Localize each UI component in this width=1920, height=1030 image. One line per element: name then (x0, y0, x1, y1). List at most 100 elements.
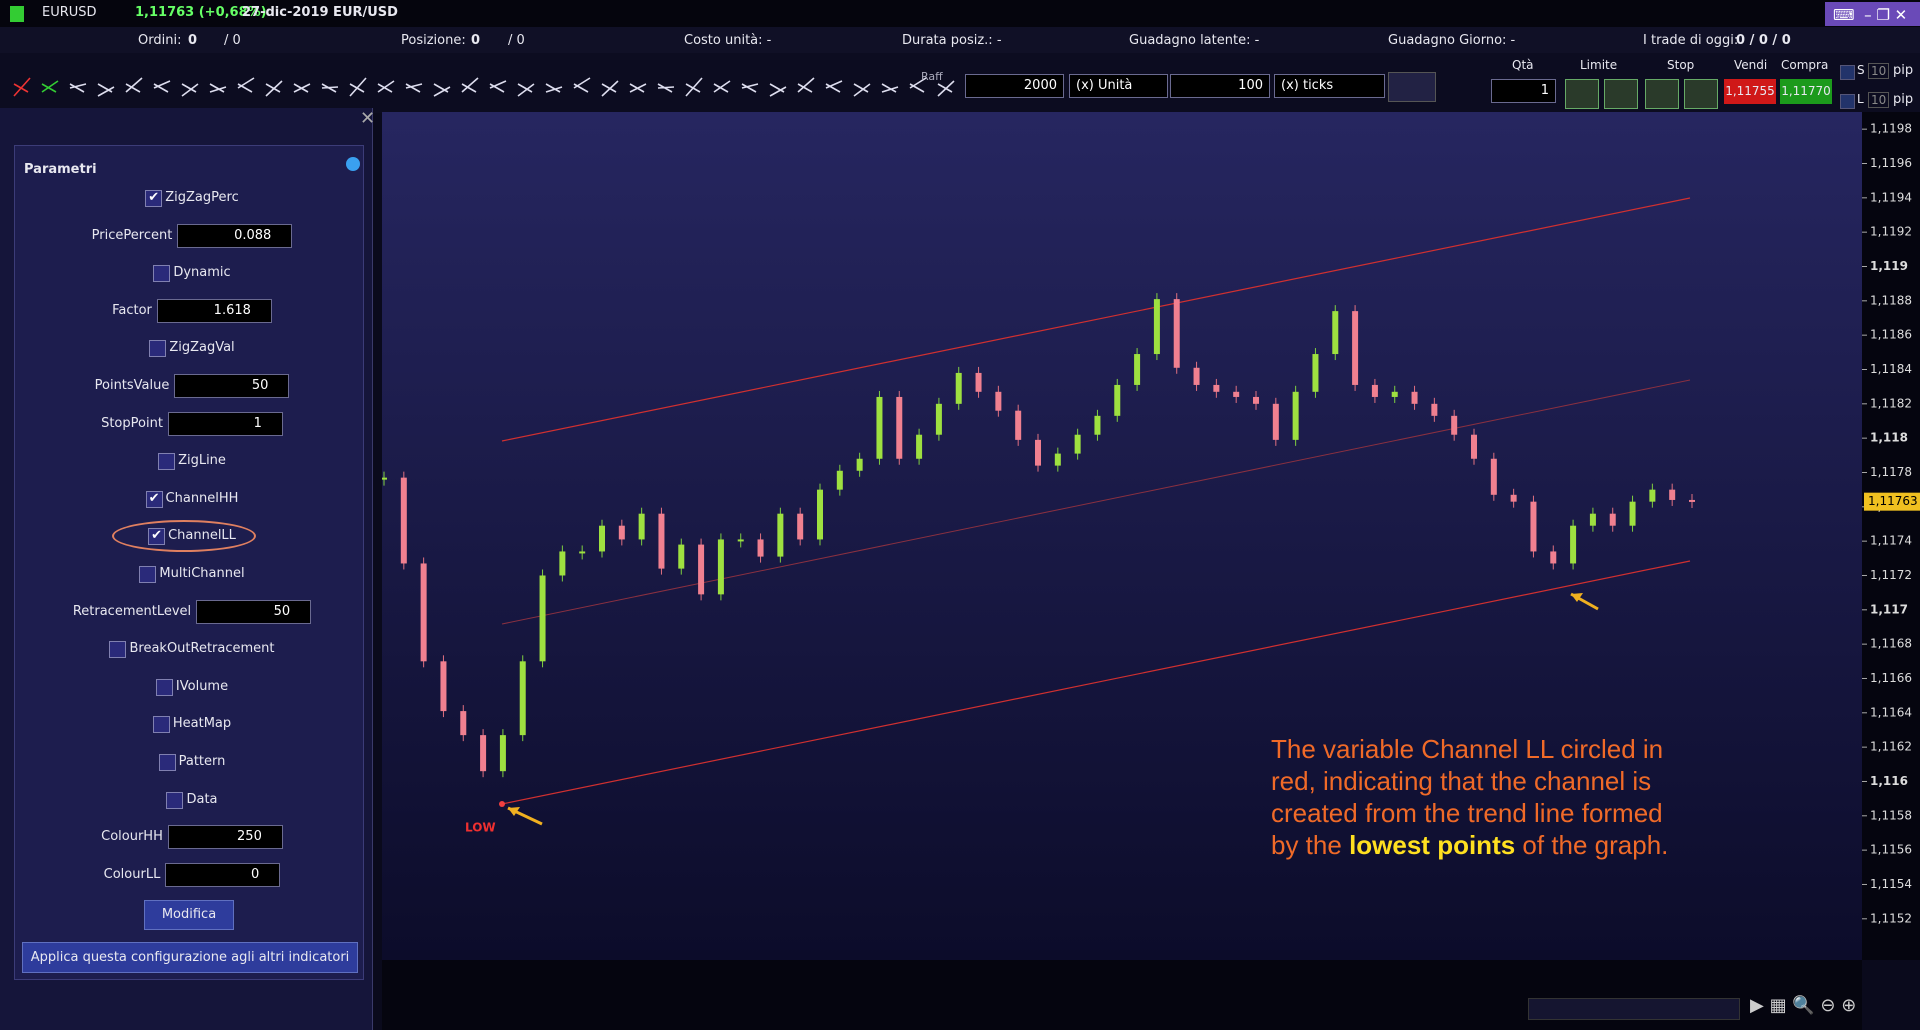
tool-icon[interactable] (489, 80, 507, 93)
tool-icon[interactable] (657, 83, 675, 93)
plot-area (382, 112, 1862, 960)
tool-icon[interactable] (433, 83, 451, 97)
candle (1153, 299, 1160, 355)
param-input[interactable]: 250 (167, 825, 283, 850)
tool-icon[interactable] (13, 77, 31, 97)
tool-icon[interactable] (601, 80, 619, 97)
tool-icon[interactable] (685, 77, 703, 97)
side-checkbox[interactable] (1840, 94, 1855, 109)
tool-icon[interactable] (797, 77, 815, 93)
tool-icon[interactable] (405, 83, 423, 93)
tool-icon[interactable] (265, 80, 283, 97)
quantity-input[interactable]: 2000 (965, 74, 1064, 98)
close-panel[interactable]: ✕ (360, 108, 376, 129)
param-label: ZigZagVal (169, 340, 235, 356)
tool-icon[interactable] (909, 77, 927, 93)
tool-icon[interactable] (209, 83, 227, 93)
unit-select[interactable]: (x) Unità (1069, 74, 1168, 98)
help-icon[interactable] (346, 157, 360, 171)
tool-icon[interactable] (853, 83, 871, 97)
tool-icon[interactable] (377, 80, 395, 93)
param-label: ChannelHH (165, 490, 239, 506)
tool-icon[interactable] (573, 77, 591, 93)
pip-value[interactable]: 10 (1868, 92, 1890, 108)
checkbox[interactable] (109, 641, 127, 659)
window-controls[interactable] (1825, 2, 1920, 26)
checkbox[interactable] (139, 566, 157, 583)
tool-icons[interactable] (8, 70, 958, 104)
checkbox[interactable] (158, 754, 176, 771)
tool-icon[interactable] (293, 83, 311, 93)
position-total: / 0 (508, 33, 525, 48)
chart-type-button[interactable] (1388, 72, 1436, 102)
param-label: ColourLL (103, 866, 161, 882)
highlight-circle (112, 520, 256, 552)
tool-icon[interactable] (237, 77, 255, 93)
tool-icon[interactable] (881, 83, 899, 93)
order-button[interactable] (1604, 79, 1638, 109)
tool-icon[interactable] (769, 83, 787, 97)
scrollbar[interactable] (1528, 998, 1740, 1020)
tool-icon[interactable] (69, 83, 87, 93)
price-label: 1,116 (1870, 774, 1908, 788)
modify-button[interactable]: Modifica (144, 900, 234, 930)
tool-icon[interactable] (181, 83, 199, 97)
tool-icon[interactable] (349, 77, 367, 97)
param-input[interactable]: 0 (165, 862, 281, 887)
apply-button[interactable]: Applica questa configurazione agli altri… (22, 942, 358, 973)
annotation-line: by the lowest points of the graph. (1271, 830, 1668, 860)
param-input[interactable]: 1.618 (156, 298, 272, 323)
checkbox[interactable]: ✔ (145, 490, 163, 508)
tool-icon[interactable] (545, 83, 563, 93)
param-label: ColourHH (101, 829, 163, 845)
unit-select[interactable]: (x) ticks (1274, 74, 1385, 98)
candle (1431, 403, 1438, 416)
annotation-highlight: lowest points (1349, 830, 1515, 860)
checkbox[interactable] (152, 716, 170, 734)
order-button[interactable] (1684, 79, 1718, 109)
pip-value[interactable]: 10 (1868, 63, 1890, 79)
checkbox[interactable] (153, 265, 171, 283)
candle (1669, 489, 1676, 500)
current-price-label: 1,11763 (1868, 494, 1918, 508)
position-label: Posizione: (401, 33, 466, 48)
tool-icon[interactable] (321, 83, 339, 93)
tool-icon[interactable] (97, 83, 115, 97)
window-buttons[interactable]: ⌨ – ❐ ✕ (1833, 6, 1908, 24)
param-label: MultiChannel (159, 566, 245, 581)
checkbox[interactable] (155, 678, 173, 696)
order-button[interactable] (1645, 79, 1679, 109)
buy-button[interactable]: 1,11770 (1780, 79, 1832, 104)
quantity-input[interactable]: 100 (1170, 74, 1270, 98)
sell-button[interactable]: 1,11755 (1724, 79, 1776, 104)
day-gain: Guadagno Giorno: - (1388, 33, 1516, 48)
zoom-controls[interactable]: ▶ ▦ 🔍 ⊖ ⊕ (1750, 995, 1857, 1016)
tool-icon[interactable] (125, 77, 143, 93)
candle (599, 525, 605, 552)
tool-icon[interactable] (517, 83, 535, 97)
tool-icon[interactable] (713, 80, 731, 93)
param-input[interactable]: 50 (174, 374, 290, 398)
checkbox[interactable] (158, 453, 176, 471)
tool-icon[interactable] (461, 77, 479, 93)
checkbox[interactable]: ✔ (145, 190, 163, 207)
position: 0 (471, 33, 481, 48)
price-label: 1,117 (1870, 602, 1908, 616)
side-checkbox[interactable] (1840, 65, 1855, 80)
tool-icon[interactable] (937, 80, 955, 97)
checkbox[interactable] (149, 340, 167, 358)
order-button[interactable] (1565, 79, 1599, 109)
candle (777, 513, 784, 557)
param-input[interactable]: 50 (196, 599, 312, 624)
param-input[interactable]: 1 (167, 411, 283, 436)
checkbox[interactable] (166, 791, 184, 809)
raff-tool: Raff (921, 70, 943, 83)
qty-input[interactable]: 1 (1491, 79, 1556, 103)
param-input[interactable]: 0.088 (177, 223, 293, 248)
price-label: 1,1192 (1870, 225, 1912, 239)
tool-icon[interactable] (825, 80, 843, 93)
tool-icon[interactable] (741, 83, 759, 93)
tool-icon[interactable] (41, 80, 59, 93)
tool-icon[interactable] (629, 83, 647, 93)
tool-icon[interactable] (153, 80, 171, 93)
